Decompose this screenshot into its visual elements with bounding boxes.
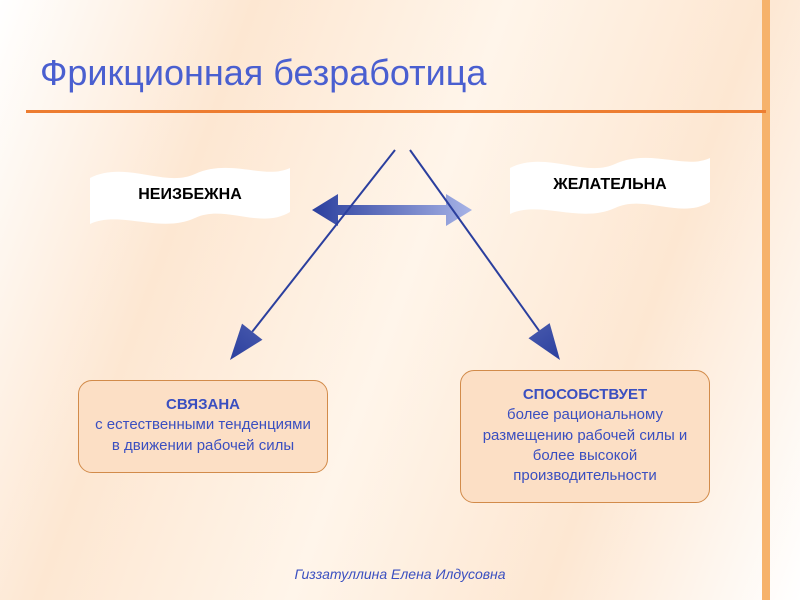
slide-title: Фрикционная безработица <box>40 52 486 94</box>
arrow-right-head <box>528 323 560 360</box>
title-underline <box>26 110 766 113</box>
footer-author: Гиззатуллина Елена Илдусовна <box>0 566 800 582</box>
slide: Фрикционная безработица НЕИЗБЕЖНА ЖЕЛАТЕ… <box>0 0 800 600</box>
box-right-head: СПОСОБСТВУЕТ <box>473 385 697 405</box>
box-right-body: более рациональному размещению рабочей с… <box>483 406 688 484</box>
box-left: СВЯЗАНА с естественными тенденциями в дв… <box>78 380 328 473</box>
right-accent-bar <box>762 0 770 600</box>
banner-left-label: НЕИЗБЕЖНА <box>138 186 242 204</box>
banner-left: НЕИЗБЕЖНА <box>85 160 295 230</box>
box-left-head: СВЯЗАНА <box>91 395 315 415</box>
double-arrow <box>312 194 472 226</box>
arrow-left-head <box>230 324 262 360</box>
box-left-body: с естественными тенденциями в движении р… <box>95 416 311 453</box>
banner-right-label: ЖЕЛАТЕЛЬНА <box>553 176 666 194</box>
banner-right: ЖЕЛАТЕЛЬНА <box>505 150 715 220</box>
box-right: СПОСОБСТВУЕТ более рациональному размеще… <box>460 370 710 503</box>
